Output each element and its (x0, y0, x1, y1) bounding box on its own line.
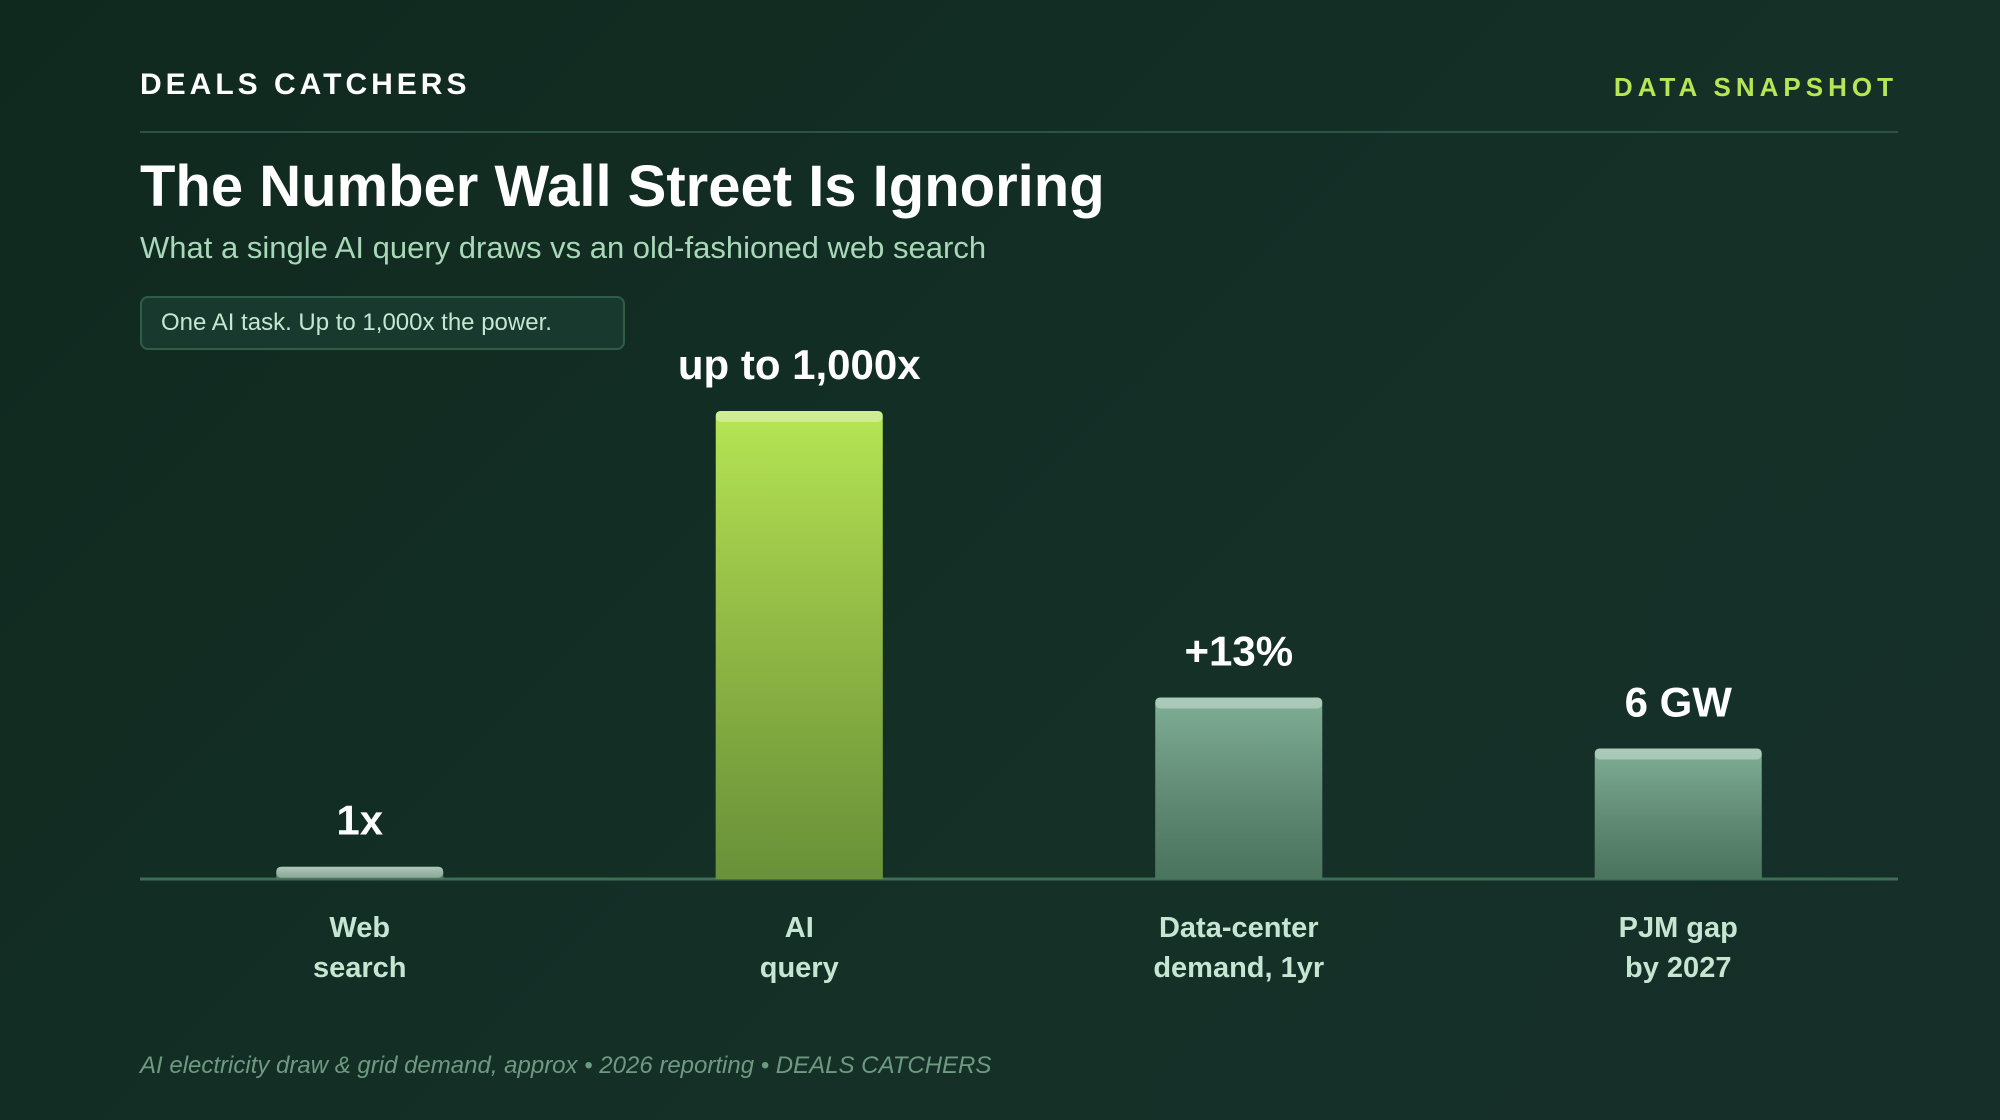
divider (140, 131, 1898, 133)
subtitle: What a single AI query draws vs an old-f… (140, 230, 987, 265)
value-label: +13% (1184, 627, 1293, 674)
value-label: up to 1,000x (678, 341, 921, 388)
x-tick-label: Web search (312, 912, 407, 984)
bar-shade (715, 411, 883, 879)
bar-cap (715, 411, 883, 422)
annotation: One AI task. Up to 1,000x the power. (140, 296, 625, 350)
bar-shade (1594, 748, 1762, 879)
brand: DEALS CATCHERS (140, 68, 471, 101)
x-tick-label: PJM gap by 2027 (1618, 912, 1738, 984)
bar-cap (1155, 697, 1323, 709)
value-label: 6 GW (1625, 679, 1733, 726)
bar-cap (1594, 748, 1762, 760)
bar-shade (276, 866, 444, 879)
x-tick-label: AI query (759, 912, 839, 984)
value-label: 1x (336, 797, 383, 844)
tag: DATA SNAPSHOT (1613, 72, 1898, 102)
footnote: AI electricity draw & grid demand, appro… (140, 1052, 992, 1079)
x-tick-label: Data-center demand, 1yr (1153, 912, 1325, 984)
bar-cap (276, 866, 444, 878)
chart-title: The Number Wall Street Is Ignoring (140, 154, 1105, 219)
bar-shade (1155, 697, 1323, 879)
